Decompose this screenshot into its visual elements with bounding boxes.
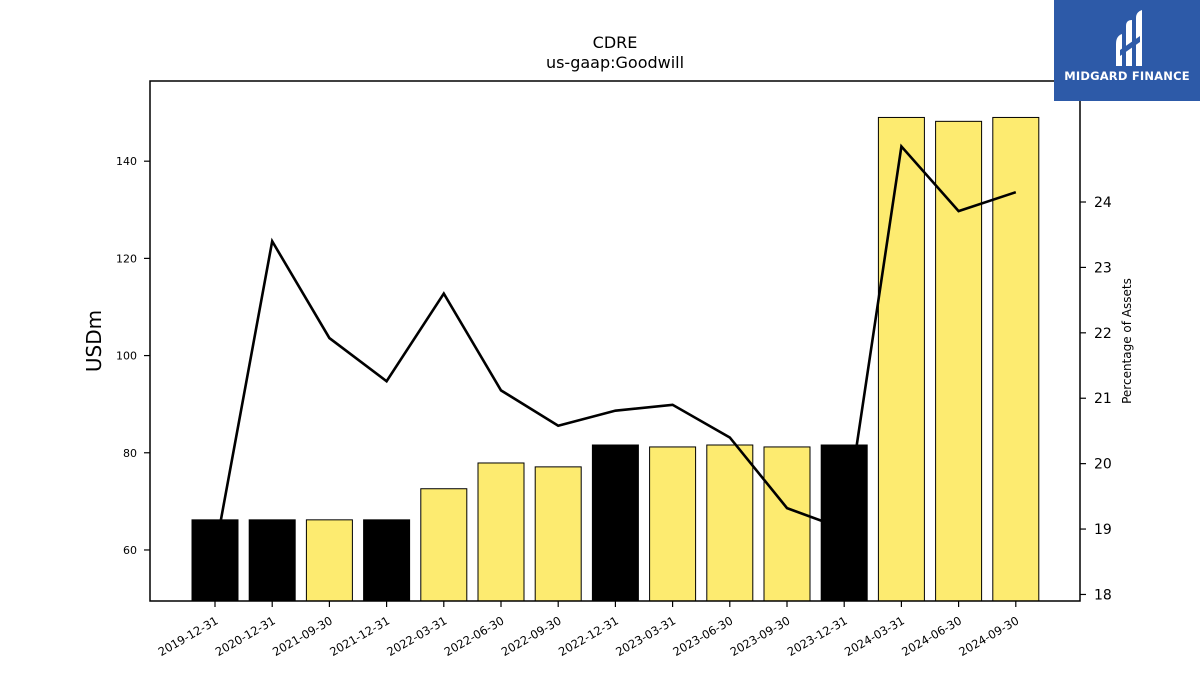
- logo-text: MIDGARD FINANCE: [1064, 69, 1190, 83]
- x-tick-label: 2022-03-31: [384, 613, 449, 659]
- x-axis-ticks: 2019-12-312020-12-312021-09-302021-12-31…: [156, 601, 1021, 659]
- x-tick-label: 2024-03-31: [842, 613, 907, 659]
- chart-subtitle: us-gaap:Goodwill: [545, 53, 685, 72]
- y2-tick-label: 22: [1094, 326, 1112, 342]
- y2-axis-label: Percentage of Assets: [1120, 278, 1134, 404]
- x-tick-label: 2023-06-30: [670, 613, 735, 659]
- bars: [191, 116, 1040, 602]
- bar-2023-03-31: [649, 446, 697, 602]
- bar-2019-12-31: [191, 519, 239, 602]
- bar-2022-06-30: [477, 462, 525, 602]
- x-tick-label: 2024-06-30: [899, 613, 964, 659]
- x-tick-label: 2022-06-30: [442, 613, 507, 659]
- bar-2022-03-31: [420, 488, 468, 602]
- bar-2021-09-30: [305, 519, 353, 602]
- y2-tick-label: 20: [1094, 457, 1112, 473]
- x-tick-label: 2019-12-31: [156, 613, 221, 659]
- y-tick-label: 120: [116, 252, 137, 265]
- x-tick-label: 2023-09-30: [728, 613, 793, 659]
- x-tick-label: 2021-12-31: [327, 613, 392, 659]
- y-tick-label: 80: [123, 447, 137, 460]
- percentage-of-assets-line: [213, 143, 1017, 553]
- y2-axis-ticks: 18 19 20 21 22 23 24: [1080, 195, 1112, 603]
- bar-2023-06-30: [706, 444, 754, 602]
- x-tick-label: 2023-03-31: [613, 613, 678, 659]
- y2-tick-label: 21: [1094, 391, 1112, 407]
- bar-2023-09-30: [763, 446, 811, 602]
- bar-2022-09-30: [534, 466, 582, 602]
- y-axis-label: USDm: [82, 310, 106, 372]
- bar-2024-09-30: [992, 116, 1040, 602]
- y2-tick-label: 24: [1094, 195, 1112, 211]
- bar-2022-12-31: [591, 444, 639, 602]
- bar-2021-12-31: [363, 519, 411, 602]
- x-tick-label: 2022-09-30: [499, 613, 564, 659]
- chart-title: CDRE: [592, 33, 638, 52]
- x-tick-label: 2022-12-31: [556, 613, 621, 659]
- x-tick-label: 2024-09-30: [956, 613, 1021, 659]
- y2-tick-label: 19: [1094, 522, 1112, 538]
- y2-tick-label: 18: [1094, 587, 1112, 603]
- x-tick-label: 2021-09-30: [270, 613, 335, 659]
- y-tick-label: 140: [116, 155, 137, 168]
- percentage-line-layer: [213, 143, 1017, 553]
- y2-tick-label: 23: [1094, 260, 1112, 276]
- x-tick-label: 2020-12-31: [213, 613, 278, 659]
- x-tick-label: 2023-12-31: [785, 613, 850, 659]
- y-tick-label: 100: [116, 350, 137, 363]
- bar-2020-12-31: [248, 519, 296, 602]
- y-tick-label: 60: [123, 544, 137, 557]
- bar-2024-06-30: [935, 120, 983, 602]
- bar-2024-03-31: [877, 116, 925, 602]
- logo-mark-icon: [1116, 10, 1142, 66]
- midgard-finance-logo: MIDGARD FINANCE: [1054, 0, 1200, 101]
- y-axis-ticks: 60 80 100 120 140: [116, 155, 150, 557]
